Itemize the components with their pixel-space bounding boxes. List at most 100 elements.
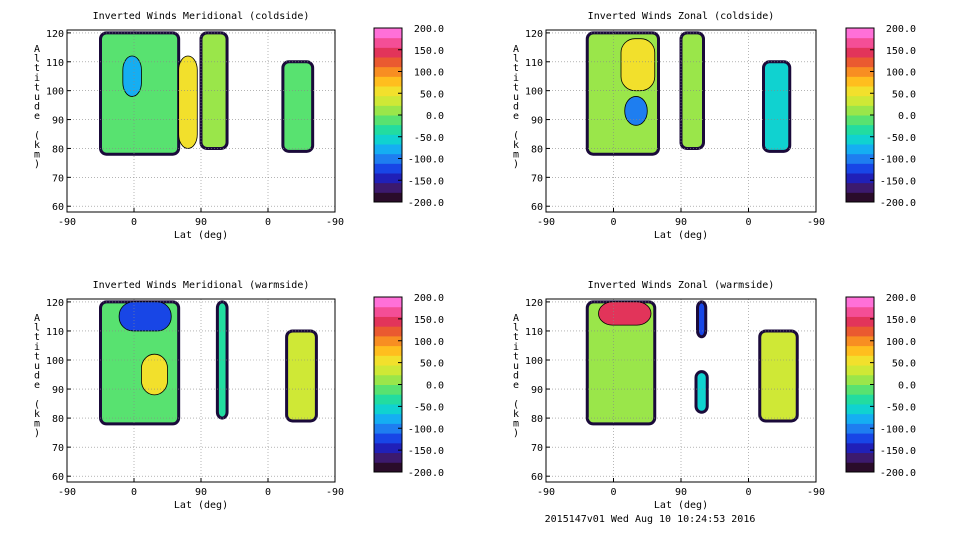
y-tick-label: 70 bbox=[531, 173, 543, 184]
colorbar-tick-label: 200.0 bbox=[414, 24, 444, 35]
x-tick-label: -90 bbox=[326, 217, 344, 228]
x-tick-label: 0 bbox=[265, 487, 271, 498]
y-tick-label: 80 bbox=[531, 414, 543, 425]
data-region bbox=[281, 60, 315, 153]
colorbar-band bbox=[846, 95, 874, 106]
colorbar-tick-label: 50.0 bbox=[420, 89, 444, 100]
colorbar-band bbox=[846, 66, 874, 77]
colorbar-band bbox=[374, 403, 402, 415]
colorbar-band bbox=[374, 86, 402, 97]
colorbar-band bbox=[846, 28, 874, 39]
chart-title: Inverted Winds Zonal (coldside) bbox=[588, 11, 775, 22]
colorbar-band bbox=[374, 297, 402, 308]
colorbar-band bbox=[846, 105, 874, 116]
colorbar-band bbox=[846, 403, 874, 415]
colorbar-band bbox=[374, 163, 402, 174]
x-tick-label: -90 bbox=[807, 217, 825, 228]
footer-timestamp: 2015147v01 Wed Aug 10 10:24:53 2016 bbox=[544, 514, 756, 525]
x-tick-label: 90 bbox=[195, 487, 207, 498]
colorbar-tick-label: 0.0 bbox=[426, 111, 444, 122]
colorbar-band bbox=[846, 86, 874, 97]
y-tick-label: 110 bbox=[525, 327, 543, 338]
colorbar-tick-label: -100.0 bbox=[880, 155, 916, 166]
x-tick-label: -90 bbox=[807, 487, 825, 498]
y-tick-label: 120 bbox=[46, 29, 64, 40]
data-region bbox=[624, 96, 648, 126]
colorbar-tick-label: -150.0 bbox=[880, 446, 916, 457]
colorbar-tick-label: 50.0 bbox=[420, 359, 444, 370]
colorbar-tick-label: 100.0 bbox=[886, 337, 916, 348]
colorbar-tick-label: -50.0 bbox=[886, 133, 916, 144]
colorbar-band bbox=[846, 297, 874, 308]
x-tick-label: 90 bbox=[675, 217, 687, 228]
y-tick-label: 120 bbox=[525, 29, 543, 40]
y-tick-label: 120 bbox=[525, 298, 543, 309]
chart-title: Inverted Winds Meridional (warmside) bbox=[93, 280, 310, 291]
x-tick-label: -90 bbox=[58, 217, 76, 228]
colorbar-band bbox=[374, 173, 402, 184]
colorbar-band bbox=[846, 433, 874, 444]
colorbar-band bbox=[374, 462, 402, 473]
colorbar-tick-label: -50.0 bbox=[414, 133, 444, 144]
colorbar-band bbox=[374, 95, 402, 106]
colorbar-band bbox=[846, 452, 874, 463]
colorbar-band bbox=[846, 47, 874, 58]
colorbar-band bbox=[374, 144, 402, 155]
colorbar-band bbox=[846, 173, 874, 184]
data-layer bbox=[585, 31, 792, 156]
x-tick-label: 0 bbox=[131, 487, 137, 498]
colorbar-tick-label: -100.0 bbox=[408, 424, 444, 435]
colorbar-band bbox=[846, 355, 874, 366]
colorbar-tick-label: 150.0 bbox=[414, 315, 444, 326]
x-tick-label: 0 bbox=[610, 217, 616, 228]
x-tick-label: 0 bbox=[745, 487, 751, 498]
data-region bbox=[141, 353, 168, 396]
colorbar-band bbox=[846, 423, 874, 434]
colorbar-band bbox=[374, 384, 402, 395]
y-tick-label: 110 bbox=[46, 58, 64, 69]
colorbar-band bbox=[846, 306, 874, 317]
y-tick-label: 100 bbox=[525, 87, 543, 98]
data-region bbox=[118, 301, 172, 332]
colorbar-band bbox=[846, 374, 874, 385]
y-tick-label: 100 bbox=[46, 87, 64, 98]
y-tick-label: 60 bbox=[52, 202, 64, 213]
data-region bbox=[215, 300, 229, 420]
y-tick-label: 60 bbox=[52, 472, 64, 483]
colorbar-tick-label: 50.0 bbox=[892, 89, 916, 100]
colorbar-tick-label: 150.0 bbox=[886, 315, 916, 326]
x-axis-label: Lat (deg) bbox=[654, 500, 708, 511]
colorbar-band bbox=[374, 28, 402, 39]
data-region bbox=[758, 329, 799, 423]
x-tick-label: 90 bbox=[675, 487, 687, 498]
chart-title: Inverted Winds Meridional (coldside) bbox=[93, 11, 310, 22]
colorbar-tick-label: -200.0 bbox=[408, 198, 444, 209]
colorbar-band bbox=[374, 345, 402, 356]
y-tick-label: 90 bbox=[52, 116, 64, 127]
colorbar-band bbox=[846, 335, 874, 347]
colorbar-tick-label: 0.0 bbox=[898, 381, 916, 392]
y-tick-label: 80 bbox=[52, 144, 64, 155]
y-tick-label: 100 bbox=[525, 356, 543, 367]
x-tick-label: 0 bbox=[265, 217, 271, 228]
y-tick-label: 90 bbox=[531, 385, 543, 396]
colorbar-band bbox=[374, 442, 402, 454]
y-tick-label: 80 bbox=[52, 414, 64, 425]
colorbar-band bbox=[846, 192, 874, 203]
colorbar-band bbox=[846, 144, 874, 155]
colorbar-tick-label: 200.0 bbox=[886, 293, 916, 304]
colorbar-band bbox=[846, 37, 874, 48]
colorbar-tick-label: -100.0 bbox=[408, 155, 444, 166]
x-axis-label: Lat (deg) bbox=[174, 230, 228, 241]
colorbar-tick-label: 50.0 bbox=[892, 359, 916, 370]
chart-title: Inverted Winds Zonal (warmside) bbox=[588, 280, 775, 291]
y-tick-label: 70 bbox=[52, 173, 64, 184]
colorbar-tick-label: -100.0 bbox=[880, 424, 916, 435]
x-tick-label: 0 bbox=[745, 217, 751, 228]
colorbar-band bbox=[846, 326, 874, 337]
colorbar-band bbox=[374, 335, 402, 347]
colorbar-band bbox=[374, 134, 402, 145]
